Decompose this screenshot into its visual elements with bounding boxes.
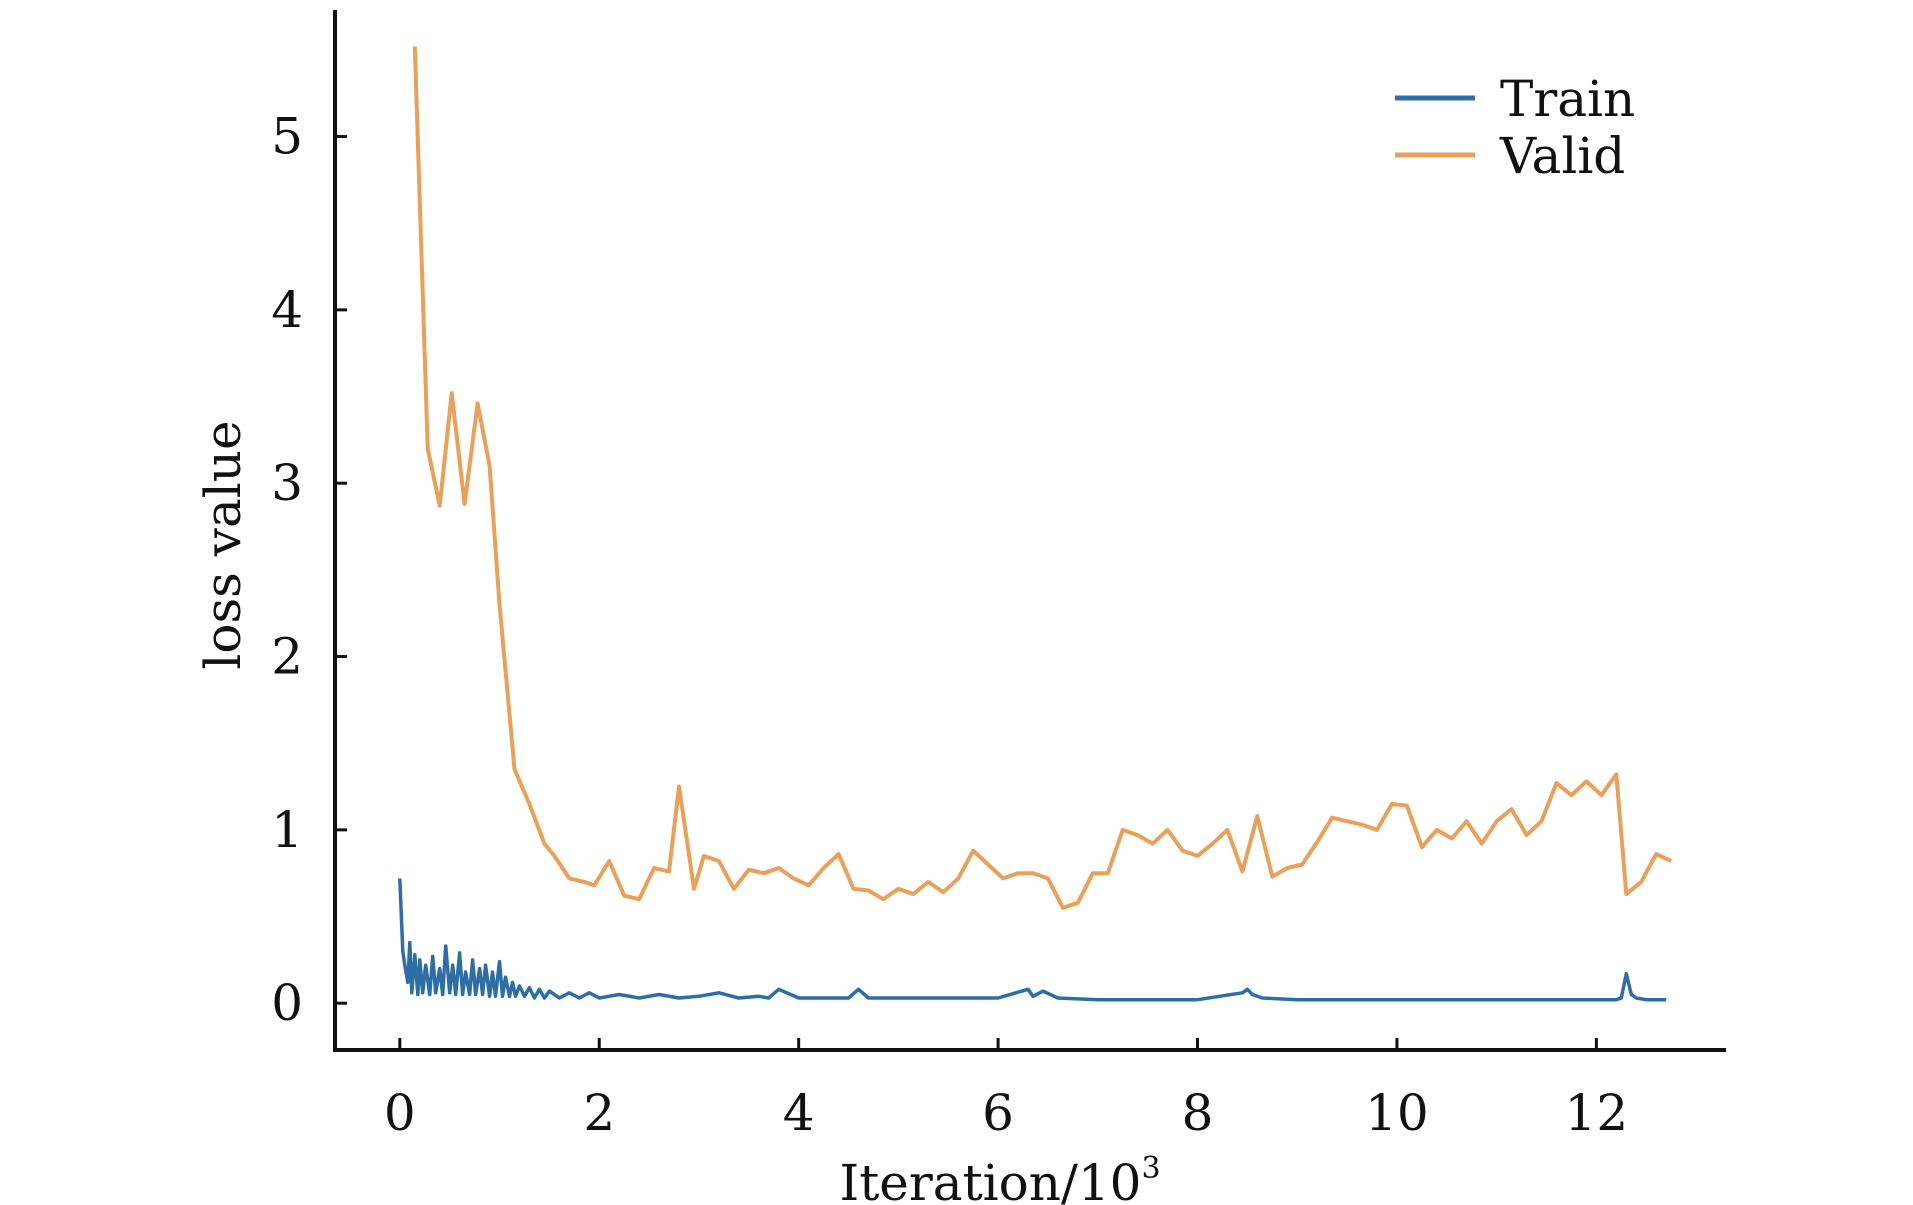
y-tick-label: 2: [271, 628, 303, 686]
y-tick-label: 4: [271, 281, 303, 339]
axes: [333, 10, 1726, 1052]
legend: Train Valid: [1395, 70, 1635, 185]
y-tick-label: 1: [271, 801, 303, 859]
legend-label-valid: Valid: [1499, 127, 1625, 185]
series-layer: [398, 46, 1673, 1002]
x-tick-label: 0: [384, 1084, 416, 1142]
x-axis-title-text: Iteration/10: [839, 1154, 1141, 1205]
x-tick-label: 2: [583, 1084, 615, 1142]
x-tick-label: 8: [1182, 1084, 1214, 1142]
x-ticks: 0 2 4 6 8 10 12: [384, 1038, 1628, 1142]
x-axis-title: Iteration/103: [839, 1151, 1160, 1205]
y-ticks: 0 1 2 3 4 5: [271, 108, 347, 1032]
y-tick-label: 3: [271, 454, 303, 512]
series-line-train: [398, 878, 1667, 1002]
y-tick-label: 5: [271, 108, 303, 166]
y-axis-title: loss value: [194, 420, 252, 669]
x-tick-label: 10: [1365, 1084, 1429, 1142]
y-tick-label: 0: [271, 974, 303, 1032]
x-axis-title-superscript: 3: [1141, 1151, 1160, 1186]
x-tick-label: 6: [982, 1084, 1014, 1142]
series-line-valid: [412, 46, 1673, 910]
legend-label-train: Train: [1500, 70, 1635, 128]
x-tick-label: 4: [783, 1084, 815, 1142]
x-tick-label: 12: [1565, 1084, 1629, 1142]
